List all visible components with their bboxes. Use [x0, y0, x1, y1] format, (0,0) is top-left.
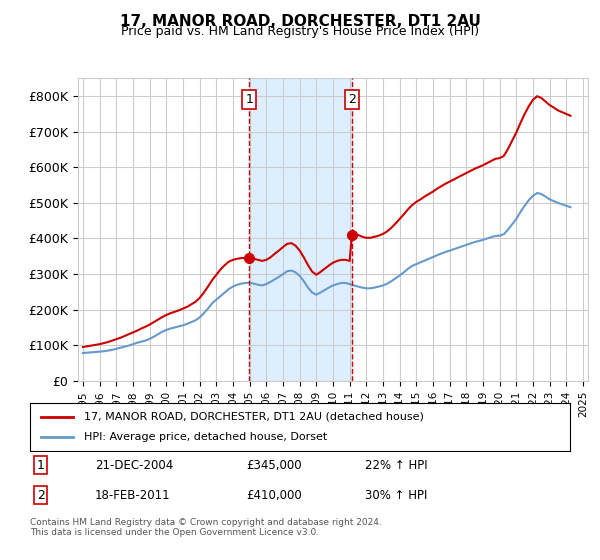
- Text: £345,000: £345,000: [246, 459, 302, 472]
- Text: 22% ↑ HPI: 22% ↑ HPI: [365, 459, 427, 472]
- Text: 17, MANOR ROAD, DORCHESTER, DT1 2AU: 17, MANOR ROAD, DORCHESTER, DT1 2AU: [119, 14, 481, 29]
- Text: 2: 2: [37, 489, 45, 502]
- Text: Contains HM Land Registry data © Crown copyright and database right 2024.
This d: Contains HM Land Registry data © Crown c…: [30, 518, 382, 538]
- Text: 2: 2: [348, 93, 356, 106]
- Text: 1: 1: [37, 459, 45, 472]
- Text: 1: 1: [245, 93, 253, 106]
- Text: HPI: Average price, detached house, Dorset: HPI: Average price, detached house, Dors…: [84, 432, 327, 442]
- Text: 21-DEC-2004: 21-DEC-2004: [95, 459, 173, 472]
- Text: 17, MANOR ROAD, DORCHESTER, DT1 2AU (detached house): 17, MANOR ROAD, DORCHESTER, DT1 2AU (det…: [84, 412, 424, 422]
- Text: 30% ↑ HPI: 30% ↑ HPI: [365, 489, 427, 502]
- Bar: [249, 78, 352, 381]
- Text: £410,000: £410,000: [246, 489, 302, 502]
- Text: Price paid vs. HM Land Registry's House Price Index (HPI): Price paid vs. HM Land Registry's House …: [121, 25, 479, 38]
- Text: 18-FEB-2011: 18-FEB-2011: [95, 489, 170, 502]
